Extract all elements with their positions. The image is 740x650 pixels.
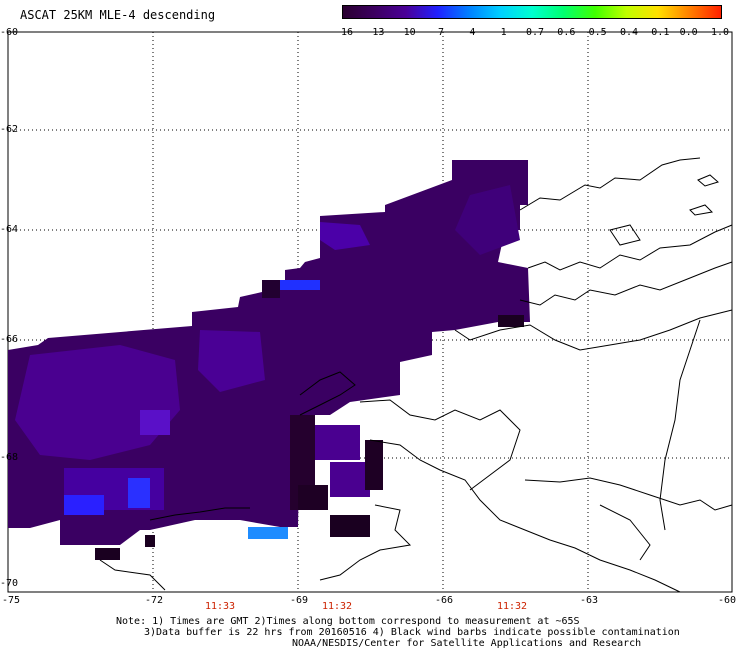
lon-label: -60 <box>718 595 737 606</box>
coastlines <box>99 157 733 593</box>
lon-label: -75 <box>2 595 21 606</box>
colorbar <box>342 5 722 19</box>
lat-label: -60 <box>0 27 19 38</box>
map-title: ASCAT 25KM MLE-4 descending <box>20 8 216 22</box>
lat-label: -66 <box>0 334 19 345</box>
lon-label: -63 <box>580 595 599 606</box>
lat-label: -62 <box>0 124 19 135</box>
lat-label: -68 <box>0 452 19 463</box>
pass-time: 11:33 <box>204 601 236 612</box>
pass-time: 11:32 <box>496 601 528 612</box>
lat-label: -64 <box>0 224 19 235</box>
lon-label: -69 <box>290 595 309 606</box>
lon-label: -66 <box>435 595 454 606</box>
lon-label: -72 <box>145 595 164 606</box>
wind-data-swath <box>8 160 530 560</box>
note-line-3: NOAA/NESDIS/Center for Satellite Applica… <box>292 638 642 649</box>
map-frame <box>7 31 733 593</box>
note-line-2: 3)Data buffer is 22 hrs from 20160516 4)… <box>144 627 680 638</box>
pass-time: 11:32 <box>321 601 353 612</box>
lat-label: -70 <box>0 578 19 589</box>
note-line-1: Note: 1) Times are GMT 2)Times along bot… <box>116 616 580 627</box>
